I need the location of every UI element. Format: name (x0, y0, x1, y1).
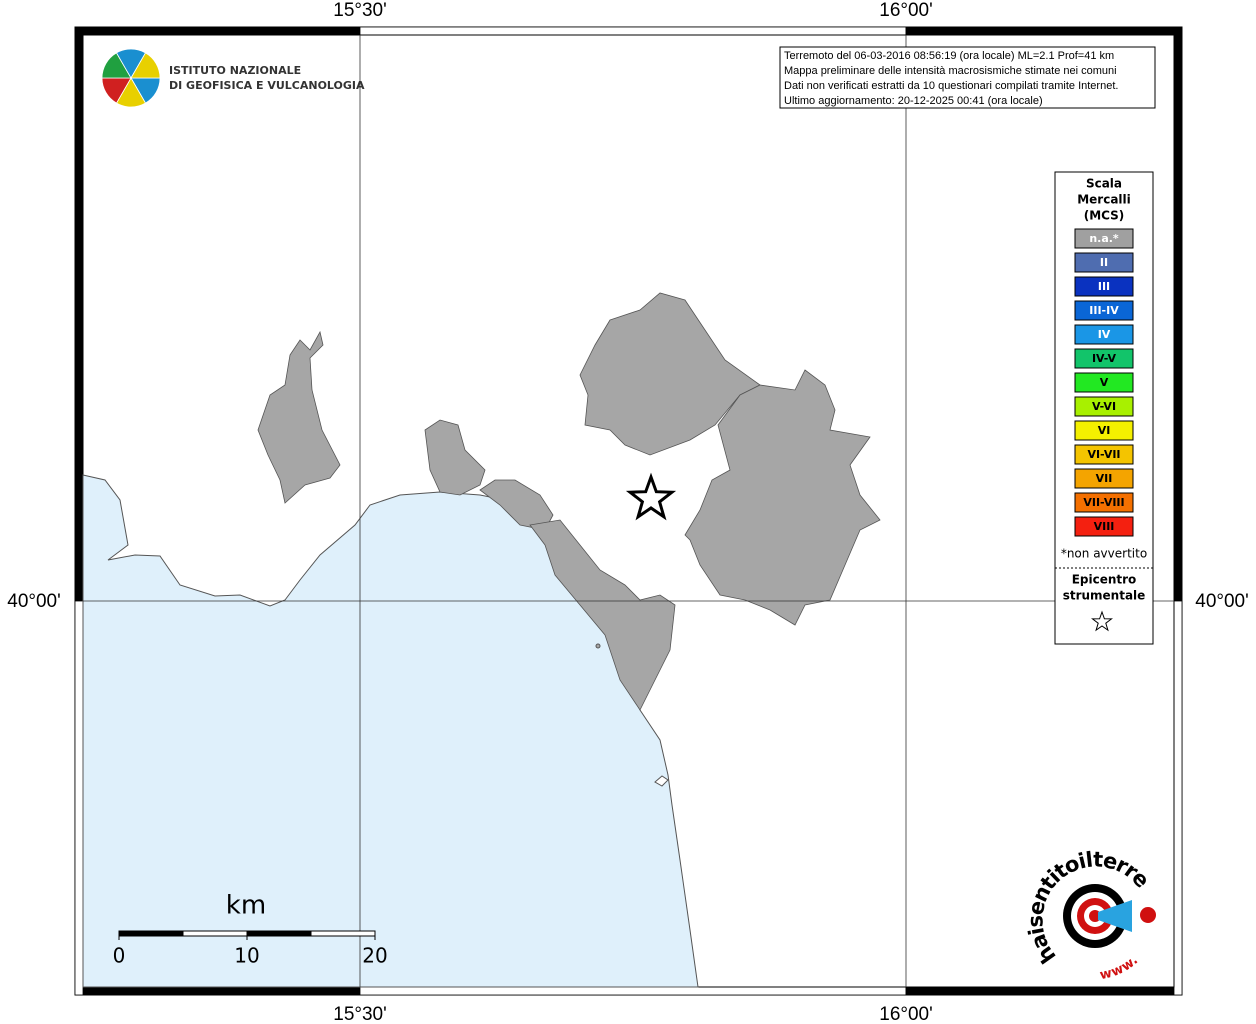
frame-bar (359, 986, 907, 996)
legend-swatch (1074, 420, 1134, 441)
legend-star (1091, 610, 1113, 632)
legend-epicenter: Epicentro (1072, 573, 1137, 587)
legend-swatch (1074, 372, 1134, 393)
frame-bar (74, 986, 361, 996)
frame-label: 40°00' (7, 591, 61, 612)
legend-swatch (1074, 324, 1134, 345)
scale-segment (310, 930, 376, 937)
info-line: Terremoto del 06-03-2016 08:56:19 (ora l… (784, 50, 1114, 62)
frame-bar (359, 26, 907, 36)
legend-swatch (1074, 444, 1134, 465)
logo-text: ISTITUTO NAZIONALE (169, 64, 301, 77)
frame-bar (74, 26, 361, 36)
legend-title: (MCS) (1084, 209, 1125, 223)
legend-swatch (1074, 516, 1134, 537)
legend-label: VII-VIII (1083, 496, 1124, 509)
legend-swatch (1074, 252, 1134, 273)
legend-label: VIII (1094, 520, 1115, 533)
legend-epicenter: strumentale (1063, 589, 1146, 603)
legend-title: Mercalli (1077, 193, 1131, 207)
land-region (424, 419, 486, 496)
legend-label: III (1098, 280, 1110, 293)
legend-label: n.a.* (1089, 232, 1119, 245)
land-region (257, 330, 341, 504)
scale-segment (246, 930, 312, 937)
scale-segment (182, 930, 248, 937)
scale-unit: km (226, 891, 266, 921)
frame-bar (905, 986, 1183, 996)
frame-label: 15°30' (333, 1004, 387, 1024)
land-region (579, 292, 761, 456)
legend-swatch (1074, 276, 1134, 297)
legend-label: V (1100, 376, 1109, 389)
legend-label: VI (1098, 424, 1111, 437)
legend-label: III-IV (1089, 304, 1119, 317)
legend-swatch (1074, 492, 1134, 513)
scale-label: 0 (113, 944, 126, 968)
legend-label: IV-V (1092, 352, 1117, 365)
frame-bar (74, 600, 84, 996)
epicenter-star (625, 472, 677, 521)
site-logo-q (1140, 907, 1156, 923)
legend-swatch (1074, 468, 1134, 489)
sea (82, 474, 699, 988)
info-line: Dati non verificati estratti da 10 quest… (784, 80, 1118, 92)
frame-bar (74, 26, 84, 602)
legend-swatch (1074, 396, 1134, 417)
land-region (479, 479, 554, 531)
islet (654, 775, 669, 787)
scale-label: 20 (362, 944, 387, 968)
scale-label: 10 (234, 944, 259, 968)
frame-bar (1173, 26, 1183, 602)
frame-bar (1173, 600, 1183, 996)
info-line: Mappa preliminare delle intensità macros… (784, 65, 1117, 77)
legend-label: II (1100, 256, 1108, 269)
legend-swatch (1074, 228, 1134, 249)
logo-globe (130, 52, 161, 79)
legend-title: Scala (1086, 177, 1122, 191)
islet (595, 643, 601, 649)
frame-label: 16°00' (879, 0, 933, 21)
frame-bar (905, 26, 1183, 36)
frame-label: 15°30' (333, 0, 387, 21)
land-region (529, 519, 676, 711)
legend-label: VII (1096, 472, 1113, 485)
legend-label: V-VI (1092, 400, 1116, 413)
legend-label: VI-VII (1087, 448, 1120, 461)
frame-label: 16°00' (879, 1004, 933, 1024)
logo-text: DI GEOFISICA E VULCANOLOGIA (169, 79, 365, 92)
site-logo-cone (1098, 900, 1132, 932)
info-box (779, 46, 1156, 109)
land-region (684, 369, 881, 626)
info-line: Ultimo aggiornamento: 20-12-2025 00:41 (… (784, 95, 1043, 107)
legend-swatch (1074, 300, 1134, 321)
legend-note: *non avvertito (1061, 547, 1147, 561)
frame-label: 40°00' (1195, 591, 1249, 612)
legend-label: IV (1098, 328, 1111, 341)
legend-swatch (1074, 348, 1134, 369)
scale-segment (118, 930, 184, 937)
